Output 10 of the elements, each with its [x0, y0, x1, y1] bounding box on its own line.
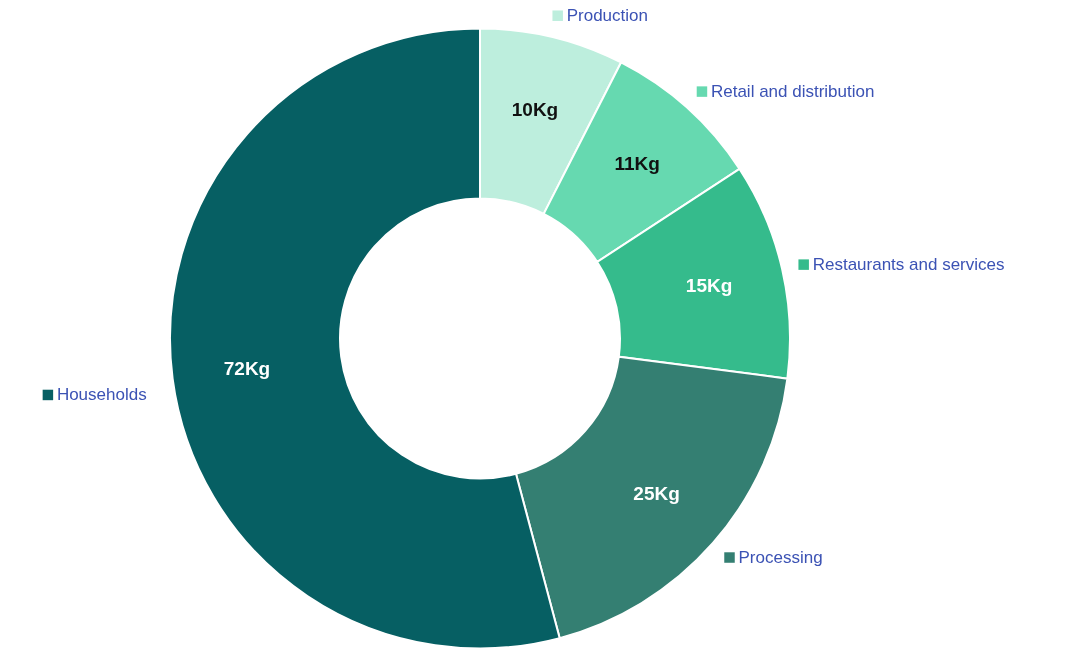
legend-label: Retail and distribution: [710, 81, 875, 101]
data-label: 25Kg: [633, 482, 680, 504]
data-label: 10Kg: [511, 99, 559, 121]
legend-label: Production: [566, 5, 648, 25]
legend-label: Restaurants and services: [812, 254, 1005, 274]
data-label: 72Kg: [223, 357, 271, 379]
data-label: 11Kg: [614, 152, 660, 174]
legend-label: Processing: [738, 547, 823, 567]
legend-label: Households: [56, 384, 147, 404]
data-label: 15Kg: [685, 275, 733, 297]
